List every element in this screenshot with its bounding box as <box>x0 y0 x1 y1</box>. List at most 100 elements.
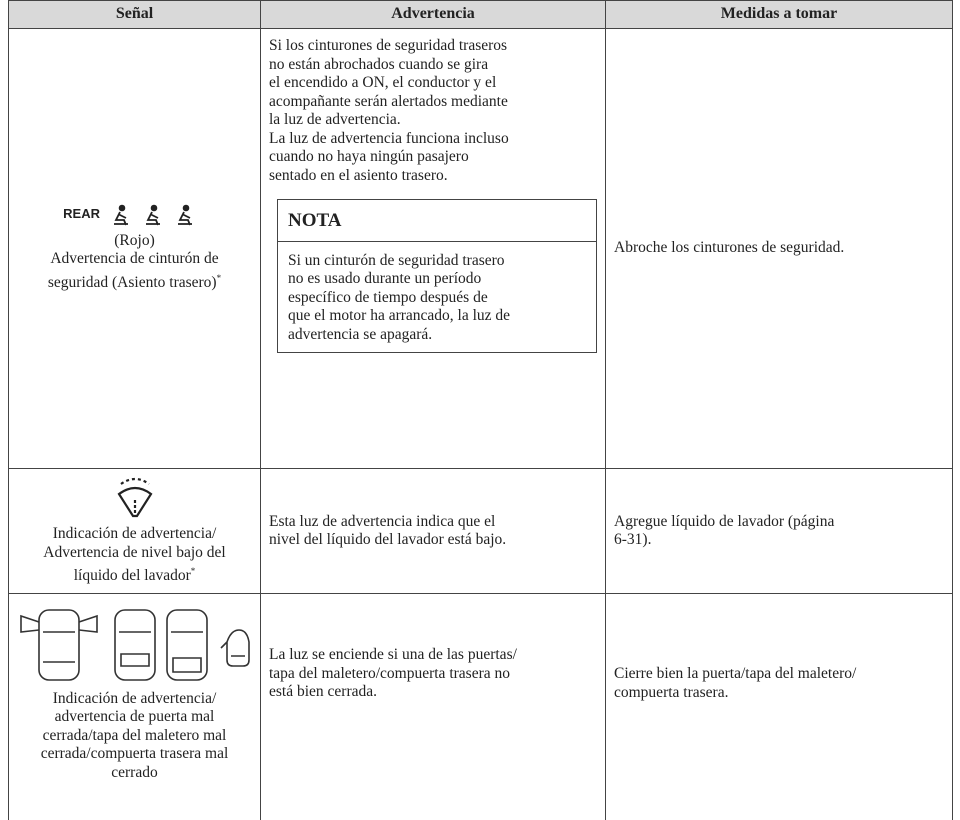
text-block: Indicación de advertencia/Advertencia de… <box>17 525 252 586</box>
text-line: está bien cerrada. <box>269 683 597 702</box>
header-row: Señal Advertencia Medidas a tomar <box>8 0 953 29</box>
text-line: Indicación de advertencia/ <box>17 690 252 709</box>
line-text: advertencia de puerta mal <box>54 708 215 725</box>
note-title: NOTA <box>278 200 596 242</box>
text-line: compuerta trasera. <box>614 684 944 703</box>
text-line: cerrada/tapa del maletero mal <box>17 727 252 746</box>
text-line: Advertencia de nivel bajo del <box>17 544 252 563</box>
line-text: Abroche los cinturones de seguridad. <box>614 239 845 257</box>
line-text: la luz de advertencia. <box>269 111 401 128</box>
text-line: la luz de advertencia. <box>269 111 597 130</box>
text-line: no es usado durante un período <box>288 270 586 289</box>
line-text: está bien cerrada. <box>269 683 378 700</box>
text-block: Esta luz de advertencia indica que el niv… <box>269 513 597 550</box>
line-text: seguridad (Asiento trasero) <box>47 274 217 292</box>
header-cell: Señal <box>8 0 261 29</box>
line-text: tapa del maletero/compuerta trasera no <box>269 664 510 682</box>
row: Indicación de advertencia/advertencia de… <box>8 593 953 820</box>
text-block: La luz se enciende si una de las puertas… <box>269 646 597 702</box>
text-line: Si un cinturón de seguridad trasero <box>288 252 586 271</box>
signal-cell: Indicación de advertencia/advertencia de… <box>8 593 261 820</box>
warning-cell: La luz se enciende si una de las puertas… <box>260 593 606 820</box>
text-line: cerrada/compuerta trasera mal <box>17 745 252 764</box>
icon-text: REAR <box>63 206 100 222</box>
text-block: Cierre bien la puerta/tapa del maletero/… <box>614 665 944 702</box>
text-line: 6-31). <box>614 531 944 550</box>
washer-icon <box>117 477 152 518</box>
text-line: tapa del maletero/compuerta trasera no <box>269 665 597 684</box>
line-text: el encendido a ON, el conductor y el <box>269 74 497 91</box>
note-box: NOTA Si un cinturón de seguridad trasero… <box>277 199 597 353</box>
line-text: nivel del líquido del lavador está bajo. <box>269 531 507 548</box>
line-text: Indicación de advertencia/ <box>52 525 217 543</box>
text-line: Indicación de advertencia/ <box>17 525 252 544</box>
signal-cell: REAR (Rojo) Advertencia de cinturón de se… <box>8 28 261 469</box>
text-block: Si un cinturón de seguridad trasero no es… <box>278 242 596 353</box>
action-cell: Abroche los cinturones de seguridad. <box>605 28 953 469</box>
line-text: 6-31). <box>614 531 652 548</box>
action-cell: Cierre bien la puerta/tapa del maletero/… <box>605 593 953 820</box>
signal-color: (Rojo) <box>114 231 155 249</box>
line-text: Advertencia de cinturón de <box>50 250 219 268</box>
warning-cell: Esta luz de advertencia indica que el niv… <box>260 468 606 594</box>
text-block: Agregue líquido de lavador (página 6-31). <box>614 513 944 550</box>
line-text: sentado en el asiento trasero. <box>269 166 448 184</box>
text-line: nivel del líquido del lavador está bajo. <box>269 531 597 550</box>
line-text: líquido del lavador <box>73 567 191 585</box>
seatbelt-icon: REAR <box>17 204 252 232</box>
text-line: líquido del lavador* <box>17 562 252 586</box>
text-line: seguridad (Asiento trasero)* <box>17 269 252 293</box>
line-text: Indicación de advertencia/ <box>52 689 217 707</box>
text-block: Indicación de advertencia/advertencia de… <box>17 690 252 783</box>
line-text: específico de tiempo después de <box>288 288 488 306</box>
text-line: Advertencia de cinturón de <box>17 250 252 269</box>
line-text: cerrada/tapa del maletero mal <box>42 726 227 744</box>
warning-table: Señal Advertencia Medidas a tomar REAR (… <box>8 0 953 820</box>
header-cell: Medidas a tomar <box>605 0 953 29</box>
text-line: La luz se enciende si una de las puertas… <box>269 646 597 665</box>
text-line: La luz de advertencia funciona incluso <box>269 130 597 149</box>
line-text: Agregue líquido de lavador (página <box>614 512 835 530</box>
text-line: Si los cinturones de seguridad traseros <box>269 37 597 56</box>
line-text: acompañante serán alertados mediante <box>269 92 508 110</box>
text-line: Abroche los cinturones de seguridad. <box>614 239 944 258</box>
signal-cell: Indicación de advertencia/Advertencia de… <box>8 468 261 594</box>
line-text: Advertencia de nivel bajo del <box>43 543 226 561</box>
door-icons <box>20 609 250 681</box>
line-text: no están abrochados cuando se gira <box>269 55 489 73</box>
text-line: cerrado <box>17 764 252 783</box>
text-line: el encendido a ON, el conductor y el <box>269 74 597 93</box>
footnote-mark: * <box>216 272 222 283</box>
line-text: advertencia se apagará. <box>288 325 433 343</box>
line-text: La luz se enciende si una de las puertas… <box>269 646 517 663</box>
text-line: cuando no haya ningún pasajero <box>269 148 597 167</box>
text-line: acompañante serán alertados mediante <box>269 93 597 112</box>
row: Indicación de advertencia/Advertencia de… <box>8 468 953 594</box>
seatbelt-glyphs <box>113 205 192 226</box>
warning-cell: Si los cinturones de seguridad traseros n… <box>260 28 606 469</box>
text-line: no están abrochados cuando se gira <box>269 56 597 75</box>
line-text: cerrado <box>111 763 158 781</box>
line-text: compuerta trasera. <box>614 683 729 701</box>
text-block: Advertencia de cinturón de seguridad (Asi… <box>17 250 252 292</box>
text-block: Abroche los cinturones de seguridad. <box>614 239 944 258</box>
text-line: advertencia de puerta mal <box>17 708 252 727</box>
line-text: La luz de advertencia funciona incluso <box>269 129 509 147</box>
line-text: Cierre bien la puerta/tapa del maletero/ <box>614 665 857 682</box>
footnote-mark: * <box>190 566 196 577</box>
header-cell: Advertencia <box>260 0 606 29</box>
text-block: Si los cinturones de seguridad traseros n… <box>269 37 597 185</box>
line-text: Si un cinturón de seguridad trasero <box>288 251 505 269</box>
text-line: que el motor ha arrancado, la luz de <box>288 307 586 326</box>
row: REAR (Rojo) Advertencia de cinturón de se… <box>8 28 953 469</box>
line-text: Si los cinturones de seguridad traseros <box>269 37 508 54</box>
line-text: cuando no haya ningún pasajero <box>269 148 469 165</box>
line-text: cerrada/compuerta trasera mal <box>40 745 229 762</box>
text-line: Cierre bien la puerta/tapa del maletero/ <box>614 665 944 684</box>
text-line: sentado en el asiento trasero. <box>269 167 597 186</box>
line-text: no es usado durante un período <box>288 270 482 287</box>
text-line: advertencia se apagará. <box>288 326 586 345</box>
text-line: Esta luz de advertencia indica que el <box>269 513 597 532</box>
action-cell: Agregue líquido de lavador (página 6-31). <box>605 468 953 594</box>
